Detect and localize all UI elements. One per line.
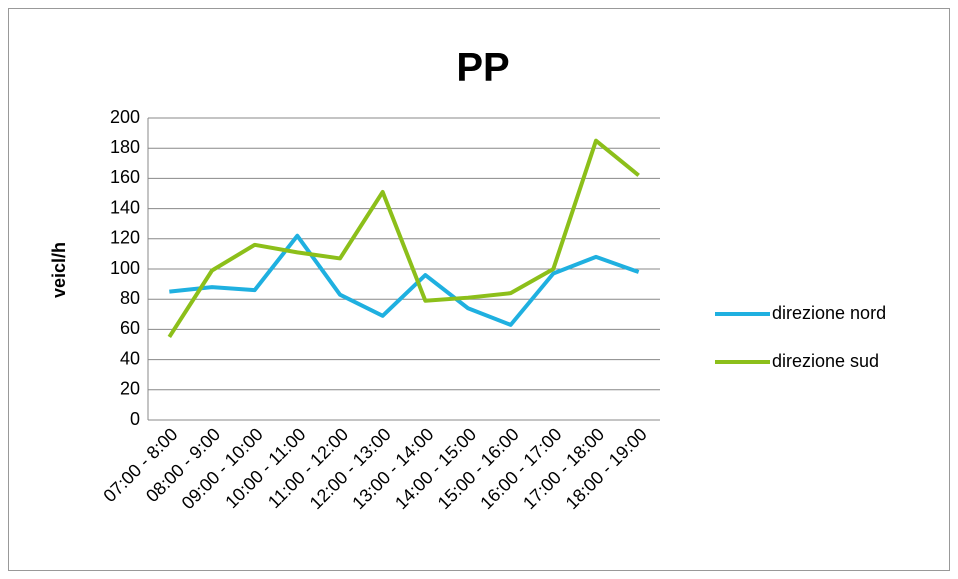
- legend-label: direzione nord: [772, 303, 886, 323]
- chart-title: PP: [456, 46, 509, 90]
- y-tick-label: 140: [110, 197, 140, 217]
- y-tick-label: 180: [110, 137, 140, 157]
- y-axis-label: veicl/h: [49, 242, 69, 298]
- y-tick-label: 100: [110, 258, 140, 278]
- y-tick-label: 200: [110, 107, 140, 127]
- y-tick-label: 60: [120, 318, 140, 338]
- series-line: [169, 233, 640, 327]
- y-tick-label: 0: [130, 409, 140, 429]
- legend-label: direzione sud: [772, 351, 879, 371]
- series-line: [167, 138, 640, 339]
- chart-border: [8, 8, 950, 571]
- y-tick-label: 120: [110, 228, 140, 248]
- y-tick-label: 80: [120, 288, 140, 308]
- y-tick-label: 40: [120, 348, 140, 368]
- y-tick-label: 20: [120, 379, 140, 399]
- y-tick-label: 160: [110, 167, 140, 187]
